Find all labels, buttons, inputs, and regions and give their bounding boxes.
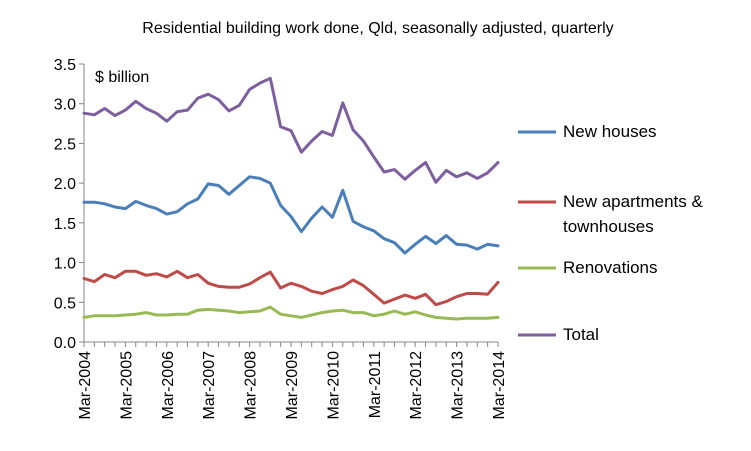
x-tick-label: Mar-2014 bbox=[491, 351, 508, 420]
x-tick-label: Mar-2009 bbox=[284, 351, 301, 420]
y-tick-label: 3.0 bbox=[54, 97, 76, 114]
x-tick-label: Mar-2005 bbox=[118, 351, 135, 420]
y-tick-label: 1.0 bbox=[54, 256, 76, 273]
legend-label: New houses bbox=[563, 122, 657, 141]
x-tick-label: Mar-2011 bbox=[367, 351, 384, 418]
x-tick-label: Mar-2013 bbox=[450, 351, 467, 420]
series-lines bbox=[82, 76, 500, 321]
y-tick-label: 2.5 bbox=[54, 136, 76, 153]
axes: 0.0 0.5 1.0 1.5 2.0 2.5 3.0 3.5 Mar-2004 Mar-2005… bbox=[54, 57, 508, 419]
x-tick-label: Mar-2010 bbox=[325, 351, 342, 420]
y-tick-label: 2.0 bbox=[54, 176, 76, 193]
legend-label: Renovations bbox=[563, 258, 658, 277]
unit-label: $ billion bbox=[95, 69, 149, 86]
series-line-renovations bbox=[82, 305, 500, 321]
chart-title: Residential building work done, Qld, sea… bbox=[142, 20, 613, 37]
x-tick-label: Mar-2006 bbox=[160, 351, 177, 420]
series-line-new-apartments-townhouses bbox=[82, 269, 500, 307]
y-tick-label: 1.5 bbox=[54, 216, 76, 233]
series-line-new-houses bbox=[82, 175, 500, 255]
x-tick-label: Mar-2012 bbox=[408, 351, 425, 420]
legend-label: New apartments & townhouses bbox=[563, 192, 703, 236]
legend-label: Total bbox=[563, 325, 599, 344]
y-tick-label: 3.5 bbox=[54, 57, 76, 74]
x-tick-label: Mar-2008 bbox=[243, 351, 260, 420]
x-tick-label: Mar-2007 bbox=[201, 351, 218, 420]
legend: New houses New apartments & townhouses Reno… bbox=[518, 122, 703, 344]
y-tick-label: 0.5 bbox=[54, 295, 76, 312]
series-line-total bbox=[82, 76, 500, 184]
y-tick-label: 0.0 bbox=[54, 335, 76, 352]
x-tick-label: Mar-2004 bbox=[77, 351, 94, 420]
